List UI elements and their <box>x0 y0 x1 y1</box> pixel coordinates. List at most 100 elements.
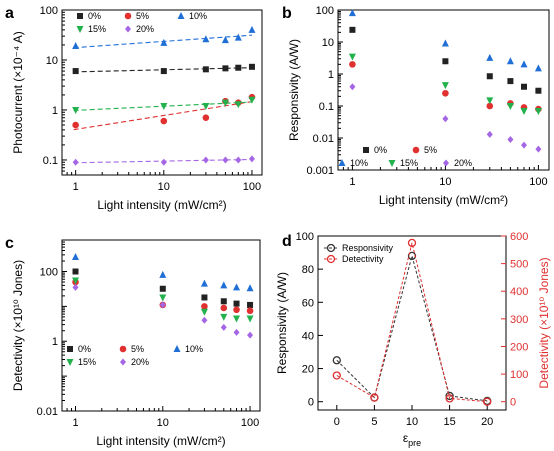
data-point <box>445 394 454 403</box>
legend-marker <box>388 160 396 167</box>
legend-marker <box>443 159 449 167</box>
data-point <box>159 294 167 302</box>
data-point <box>534 64 542 72</box>
x-tick-label: 20 <box>481 416 493 428</box>
y-tick-label: 1 <box>52 336 58 348</box>
series-0% <box>72 63 255 75</box>
legend-marker <box>76 26 84 33</box>
legend-marker <box>119 345 127 353</box>
data-point <box>441 39 449 47</box>
y-tick-label: 20 <box>302 364 314 376</box>
y-tick-label: 100 <box>40 5 58 17</box>
data-point <box>483 397 492 406</box>
data-point <box>535 87 542 94</box>
data-point <box>441 82 449 90</box>
data-point <box>200 308 208 316</box>
panel-b: 1 10 100 0.001 0.01 0.1 1 10 100 Light intensity … <box>282 5 550 207</box>
legend-marker <box>173 345 181 352</box>
series-15% <box>348 53 542 115</box>
panel-letter: c <box>5 235 14 252</box>
series-line <box>336 253 488 402</box>
legend-label: 20% <box>136 24 154 34</box>
data-point <box>222 156 229 164</box>
panel-letter: a <box>5 5 14 22</box>
data-point <box>72 253 80 261</box>
data-point <box>235 156 242 164</box>
data-point <box>202 103 210 111</box>
data-point <box>160 38 168 46</box>
data-point <box>506 57 514 65</box>
series-Detectivity <box>332 238 492 406</box>
x-tick-label: 10 <box>157 417 169 429</box>
data-point <box>233 300 240 307</box>
data-point <box>246 284 254 292</box>
data-point <box>486 97 494 105</box>
y-tick-label: 0.01 <box>37 406 58 418</box>
legend-marker <box>66 359 74 366</box>
data-point <box>159 301 166 309</box>
legend-label: 0% <box>88 11 101 21</box>
data-point <box>442 115 449 123</box>
y-tick-label: 40 <box>302 330 314 342</box>
legend-label: 20% <box>131 357 149 367</box>
y-axis-label: Responsivity (A/W) <box>275 272 289 374</box>
data-point <box>332 356 341 365</box>
data-point <box>200 279 208 287</box>
data-point <box>72 158 79 166</box>
y2-tick-label: 0 <box>510 397 516 409</box>
x-tick-label: 10 <box>406 416 418 428</box>
legend-marker <box>338 159 346 166</box>
legend: 0% 5% 10% 15% 20% <box>338 145 472 168</box>
x-axis-label: Light intensity (mW/cm²) <box>96 434 225 448</box>
data-point <box>72 268 79 275</box>
legend-marker <box>177 12 185 19</box>
series-0% <box>349 26 542 94</box>
series-10% <box>72 25 256 50</box>
data-point <box>202 156 209 164</box>
series-10% <box>348 9 542 72</box>
legend-label: 10% <box>350 158 368 168</box>
y-tick-label: 1 <box>52 105 58 117</box>
data-point <box>506 103 514 110</box>
legend-marker <box>326 243 336 253</box>
data-point <box>486 130 493 138</box>
data-point <box>247 301 254 308</box>
data-point <box>234 101 242 109</box>
data-point <box>202 114 210 122</box>
legend-label: 5% <box>136 11 149 21</box>
data-point <box>201 294 208 301</box>
series-20% <box>72 155 255 166</box>
data-point <box>220 304 228 312</box>
data-point <box>235 64 242 71</box>
data-point <box>221 99 229 107</box>
series-15% <box>72 96 256 114</box>
data-point <box>248 63 255 70</box>
x-axis-label: Light intensity (mW/cm²) <box>97 198 226 212</box>
data-point <box>220 313 228 321</box>
series-20% <box>72 283 254 339</box>
legend-label: 0% <box>374 145 387 155</box>
data-point <box>160 68 167 75</box>
x-tick-label: 100 <box>241 417 259 429</box>
data-point <box>442 89 449 97</box>
data-point <box>486 73 493 80</box>
data-point <box>520 60 528 68</box>
legend-label: 15% <box>78 357 96 367</box>
y-tick-label: 100 <box>316 5 334 17</box>
data-point <box>520 141 527 149</box>
data-point <box>233 328 240 336</box>
y-axis-label: Responsivity (A/W) <box>287 39 301 141</box>
y2-tick-label: 200 <box>510 341 528 353</box>
data-point <box>349 83 356 91</box>
x-tick-label: 1 <box>72 417 78 429</box>
data-point <box>233 283 241 291</box>
data-point <box>201 316 208 324</box>
data-point <box>159 270 167 278</box>
data-point <box>348 53 356 61</box>
legend-label: Responsivity <box>342 243 394 253</box>
plot-frame <box>61 239 261 412</box>
panel-letter: b <box>282 5 292 22</box>
data-point <box>222 65 229 72</box>
data-point <box>221 36 229 44</box>
data-point <box>535 145 542 153</box>
